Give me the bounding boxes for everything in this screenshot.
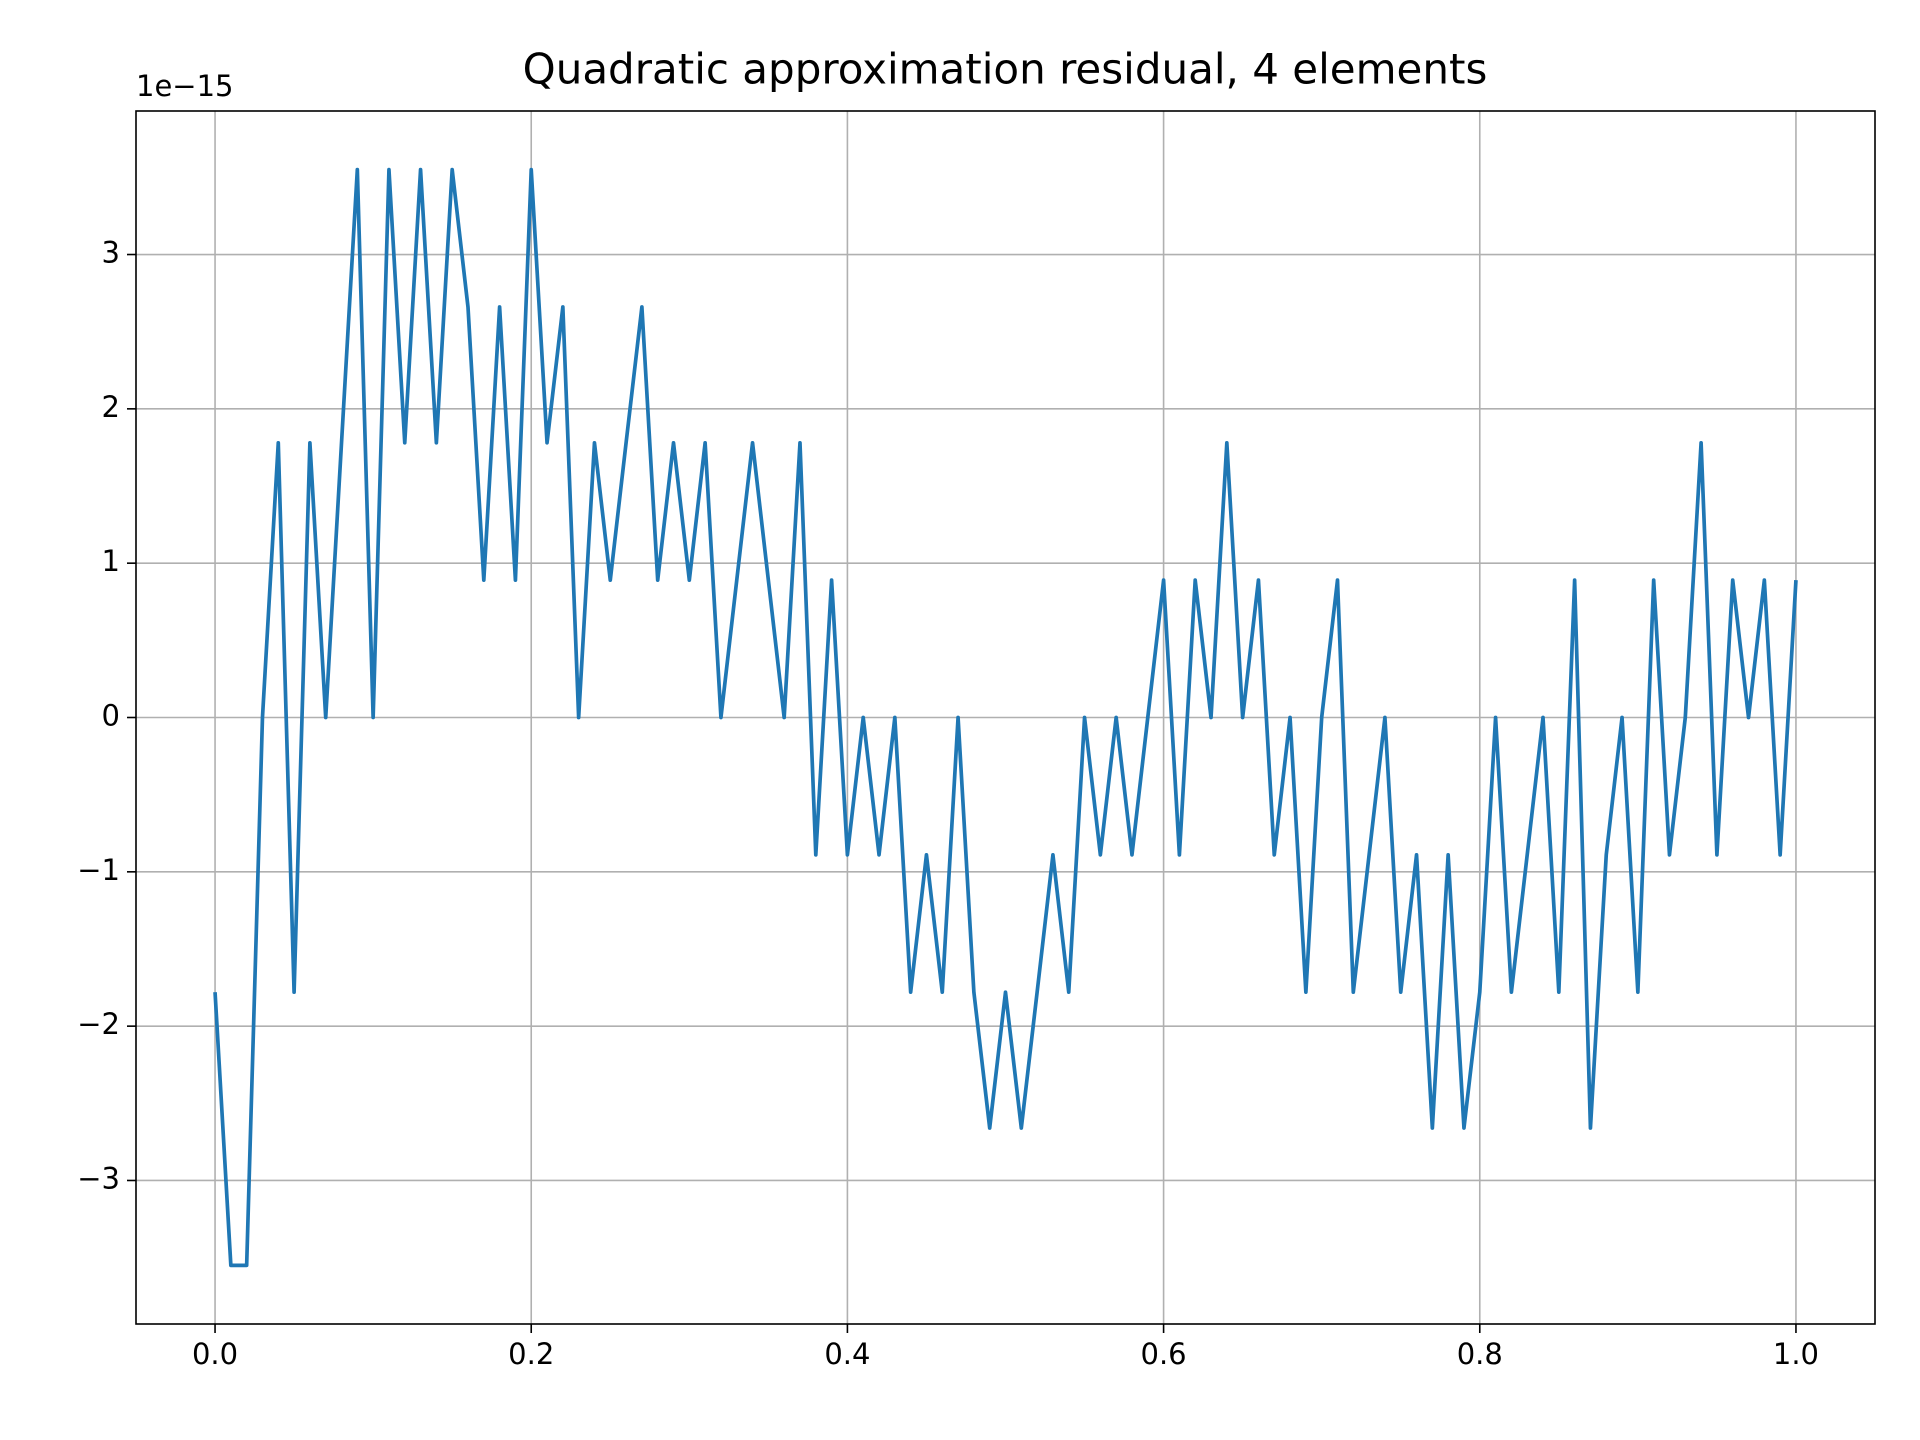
y-tick-label: 1 [102, 544, 120, 578]
x-tick-label: 0.8 [1457, 1337, 1503, 1371]
plot-frame [135, 110, 1876, 1325]
line [213, 167, 1798, 1268]
chart-title: Quadratic approximation residual, 4 elem… [523, 45, 1488, 94]
y-tick-label: −1 [77, 853, 120, 887]
y-tick-label: −2 [77, 1007, 120, 1041]
y-tick-label: 2 [102, 390, 120, 424]
x-tick-label: 0.0 [192, 1337, 238, 1371]
offset-label: 1e−15 [136, 69, 234, 103]
x-tick-label: 0.6 [1141, 1337, 1187, 1371]
x-tick-label: 0.2 [508, 1337, 554, 1371]
y-tick-label: 3 [102, 236, 120, 270]
x-tick-label: 1.0 [1773, 1337, 1819, 1371]
y-tick-label: −3 [77, 1161, 120, 1195]
x-tick-label: 0.4 [824, 1337, 870, 1371]
y-tick-label: 0 [102, 699, 120, 733]
